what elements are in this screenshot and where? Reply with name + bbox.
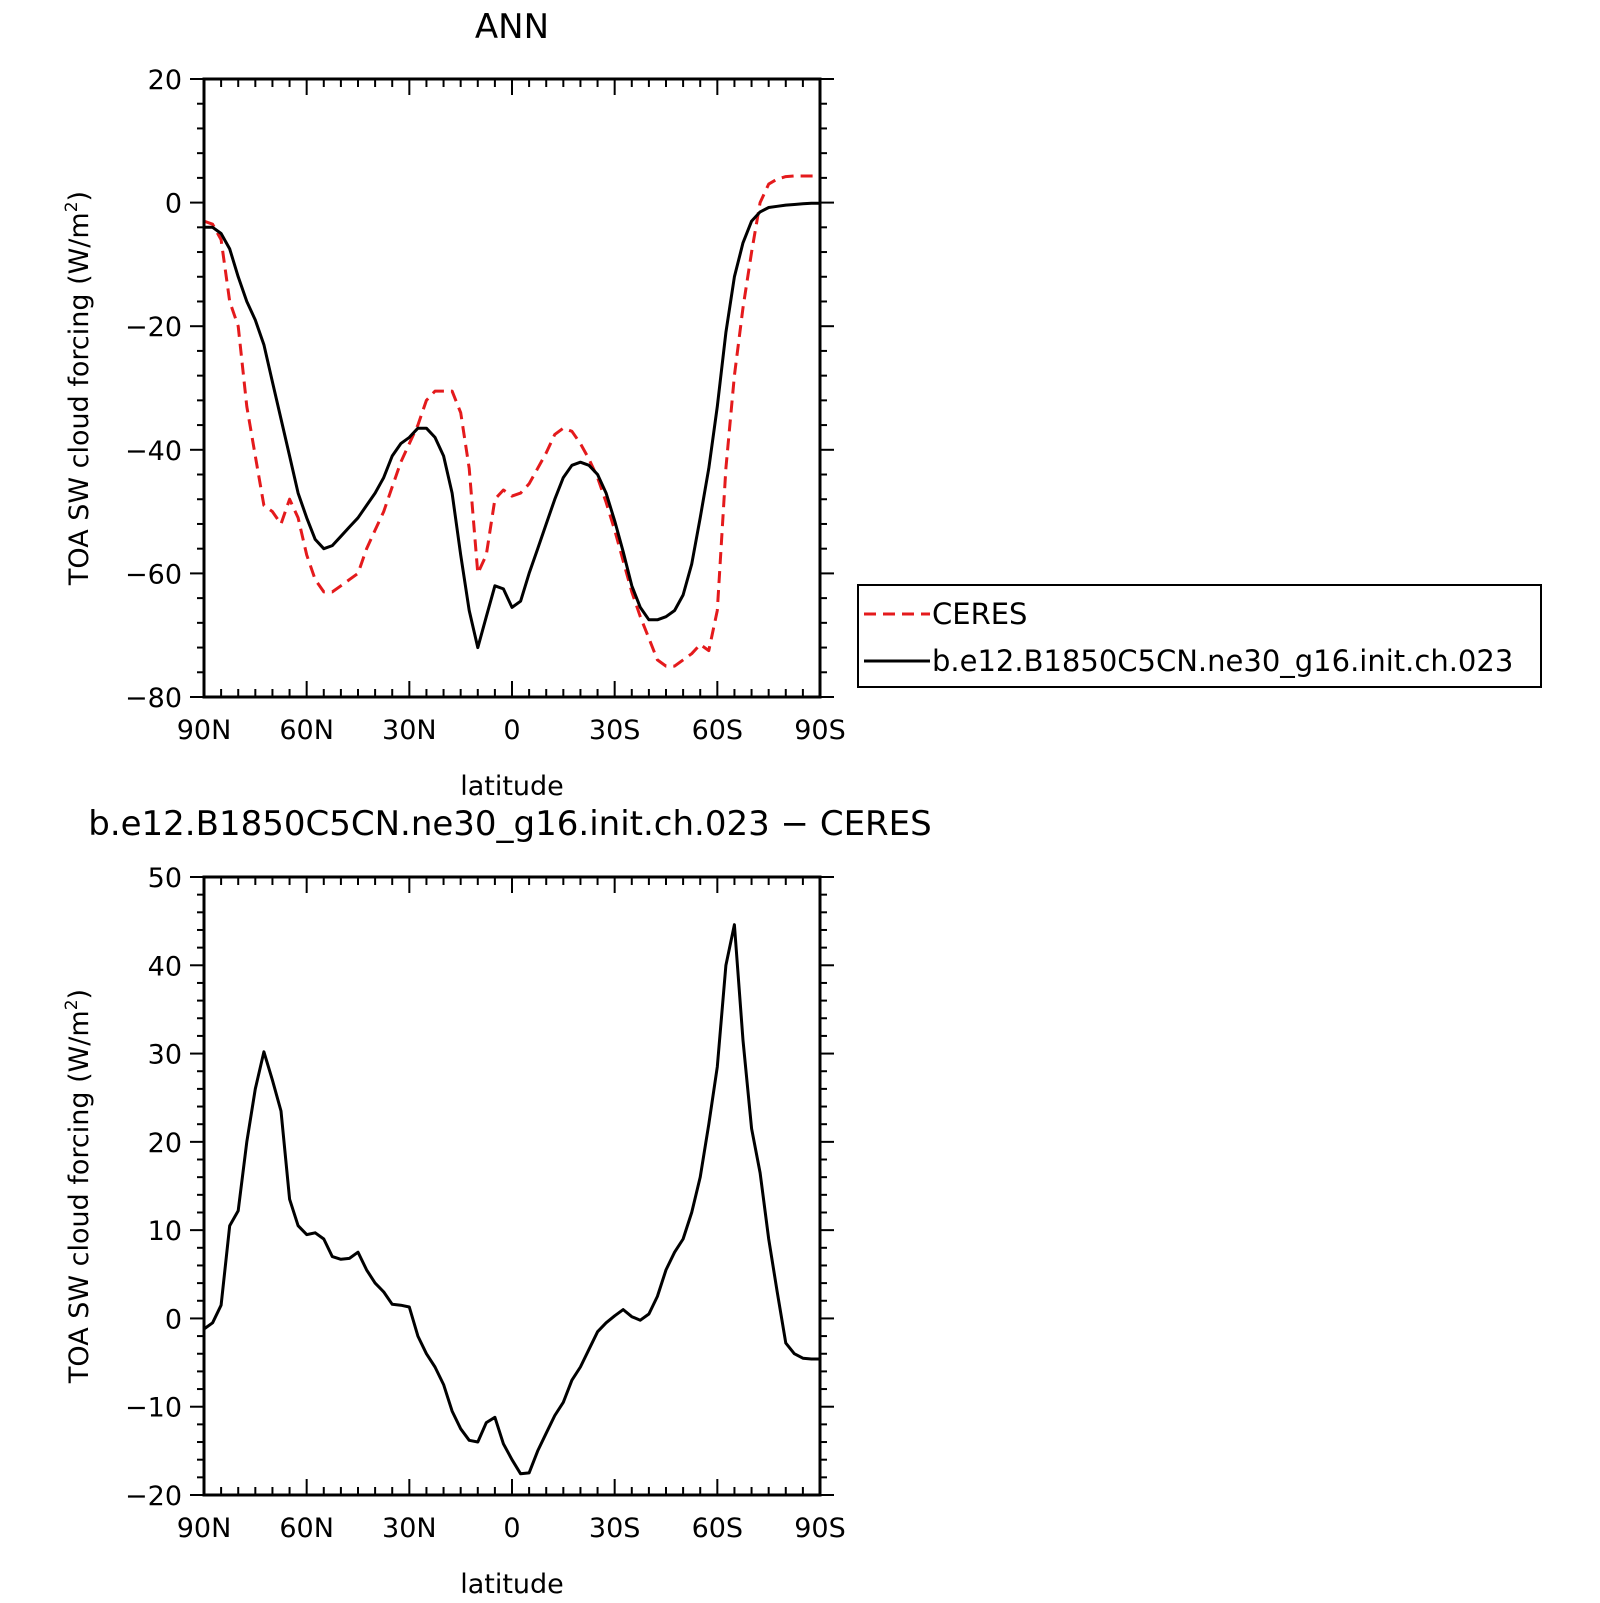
bottom-x-tick-label: 60S [692,1513,744,1544]
bottom-y-tick-label: 40 [148,951,182,982]
top-y-tick-label: 0 [165,189,182,220]
top-series-line-0 [203,174,820,668]
bottom-x-tick-label: 30S [589,1513,641,1544]
top-x-tick-label: 0 [503,715,520,746]
top-chart-ticks [190,78,834,698]
bottom-chart-y-axis-label-suffix: ) [64,989,95,1000]
top-chart-x-axis-label: latitude [460,771,564,802]
bottom-y-tick-label: 30 [148,1040,182,1071]
top-y-tick-label: −20 [125,312,182,343]
bottom-chart-y-axis-label: TOA SW cloud forcing (W/m2) [62,989,95,1384]
legend: CERES b.e12.B1850C5CN.ne30_g16.init.ch.0… [857,584,1542,688]
legend-box [857,584,1542,688]
top-y-tick-label: −60 [125,559,182,590]
top-chart-y-tick-labels: −80 −60 −40 −20 0 20 [125,65,182,714]
bottom-chart-y-tick-labels: −20 −10 0 10 20 30 40 50 [125,863,182,1512]
bottom-y-tick-label: −20 [125,1481,182,1512]
top-chart-x-tick-labels: 90N 60N 30N 0 30S 60S 90S [177,715,846,746]
bottom-x-tick-label: 90S [794,1513,846,1544]
top-x-tick-label: 30S [589,715,641,746]
top-x-tick-label: 60S [692,715,744,746]
top-x-tick-label: 60N [279,715,334,746]
bottom-series-line-0 [203,923,820,1476]
top-x-tick-label: 90S [794,715,846,746]
legend-label-model: b.e12.B1850C5CN.ne30_g16.init.ch.023 [932,644,1513,678]
bottom-chart-y-axis-label-main: TOA SW cloud forcing (W/m [64,1010,95,1384]
legend-label-ceres: CERES [932,597,1027,631]
top-chart-y-axis-label: TOA SW cloud forcing (W/m2) [62,191,95,586]
bottom-chart-ticks [190,876,834,1496]
bottom-y-tick-label: −10 [125,1393,182,1424]
top-x-tick-label: 90N [177,715,232,746]
top-chart: ANN 90N 60N 30N 0 30S 60S 90S −80−60−40−20020 … [62,7,1542,802]
bottom-y-tick-label: 20 [148,1128,182,1159]
bottom-x-tick-label: 90N [177,1513,232,1544]
top-x-tick-label: 30N [382,715,437,746]
bottom-x-tick-label: 30N [382,1513,437,1544]
top-y-tick-label: −40 [125,436,182,467]
top-series-line-1 [204,201,820,650]
bottom-chart-x-tick-labels: 90N 60N 30N 0 30S 60S 90S [177,1513,846,1544]
bottom-chart-lines [203,923,820,1476]
bottom-y-tick-label: 0 [165,1304,182,1335]
top-chart-y-axis-label-sup: 2 [62,201,82,212]
bottom-chart: b.e12.B1850C5CN.ne30_g16.init.ch.023 − C… [62,804,932,1600]
bottom-x-tick-label: 0 [503,1513,520,1544]
bottom-chart-y-axis-label-sup: 2 [62,999,82,1010]
top-chart-title: ANN [475,7,549,47]
bottom-chart-title: b.e12.B1850C5CN.ne30_g16.init.ch.023 − C… [88,804,932,844]
bottom-y-tick-label: 10 [148,1216,182,1247]
top-chart-lines [203,174,820,668]
top-y-tick-label: 20 [148,65,182,96]
top-chart-y-axis-label-suffix: ) [64,191,95,202]
bottom-chart-x-axis-label: latitude [460,1569,564,1600]
bottom-x-tick-label: 60N [279,1513,334,1544]
bottom-plot-frame [202,875,822,1497]
top-chart-y-axis-label-main: TOA SW cloud forcing (W/m [64,212,95,586]
top-y-tick-label: −80 [125,683,182,714]
bottom-y-tick-label: 50 [148,863,182,894]
